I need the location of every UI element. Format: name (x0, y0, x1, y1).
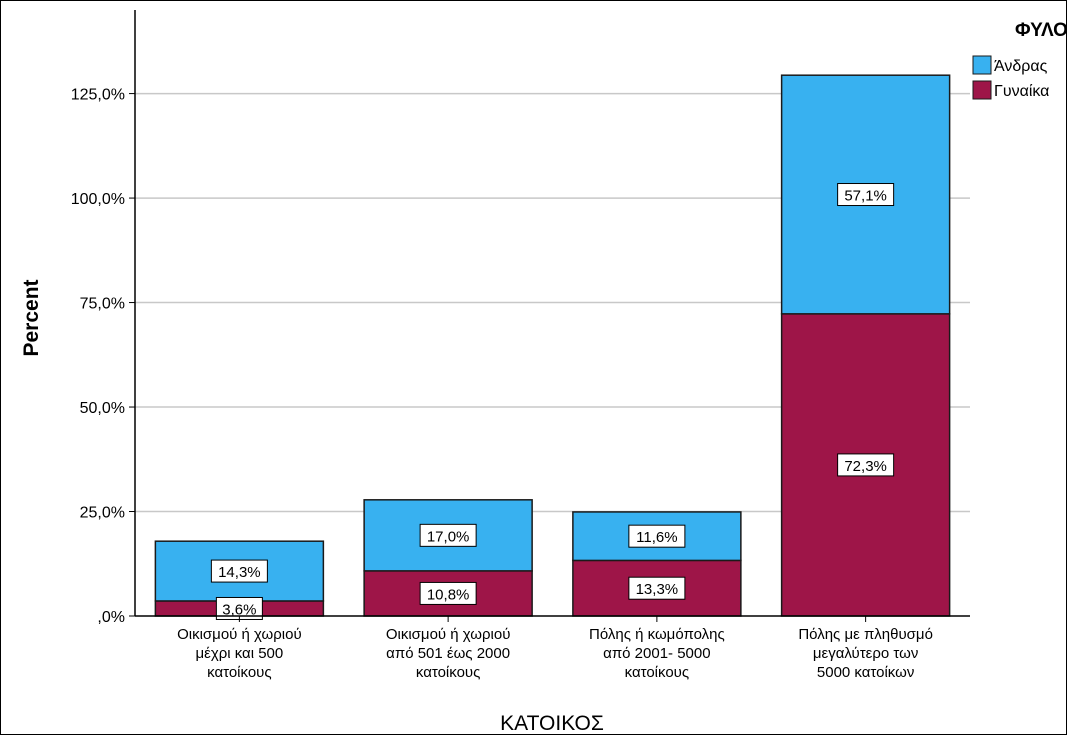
y-axis-ticks: ,0% 25,0% 50,0% 75,0% 100,0% 125,0% (71, 87, 135, 626)
data-label-box (837, 453, 895, 477)
x-tick-label: κατοίκους (625, 664, 689, 681)
data-label: 13,3% (636, 581, 679, 598)
x-tick-label: Οικισμού ή χωριού (386, 626, 511, 643)
y-tick-label: 75,0% (80, 296, 125, 313)
data-label: 14,3% (218, 564, 261, 581)
x-tick-label: Οικισμού ή χωριού (177, 626, 302, 643)
legend: ΦΥΛΟ Άνδρας Γυναίκα (972, 20, 1067, 100)
legend-swatch (972, 55, 992, 75)
bar-segment (363, 570, 533, 617)
legend-label: Άνδρας (994, 58, 1048, 75)
data-label: 11,6% (636, 529, 677, 546)
data-label-box (628, 524, 686, 548)
data-label-box (628, 576, 686, 600)
data-label-box (210, 559, 268, 583)
x-tick-label: μέχρι και 500 (195, 645, 283, 662)
data-label: 72,3% (844, 458, 887, 475)
y-tick-label: 100,0% (71, 191, 125, 208)
data-label: 17,0% (427, 528, 470, 545)
data-label: 57,1% (844, 188, 887, 205)
x-axis-label: ΚΑΤΟΙΚΟΣ (500, 712, 604, 735)
data-label-box (419, 581, 477, 605)
y-tick-label: 125,0% (71, 87, 125, 104)
y-tick-label: 50,0% (80, 400, 125, 417)
data-label: 10,8% (427, 586, 470, 603)
data-label: 3,6% (222, 601, 256, 618)
legend-title: ΦΥΛΟ (1015, 20, 1067, 41)
x-tick-label: Πόλης ή κωμόπολης (589, 626, 725, 643)
x-axis-ticks: Οικισμού ή χωριού μέχρι και 500 κατοίκους Ο… (177, 616, 933, 681)
x-tick-label: κατοίκους (207, 664, 271, 681)
data-label-box (419, 523, 477, 547)
y-axis-label: Percent (20, 279, 43, 356)
x-tick-label: από 2001- 5000 (603, 645, 710, 662)
x-tick-label: από 501 έως 2000 (386, 645, 510, 662)
x-tick-label: κατοίκους (416, 664, 480, 681)
data-label-box (837, 183, 895, 207)
x-tick-label: 5000 κατοίκων (817, 664, 914, 681)
y-tick-label: ,0% (97, 609, 125, 626)
y-tick-label: 25,0% (80, 505, 125, 522)
legend-swatch (972, 80, 992, 100)
x-tick-label: Πόλης με πληθυσμό (798, 626, 933, 643)
axes (134, 10, 970, 617)
x-tick-label: μεγαλύτερο των (813, 645, 918, 662)
bars: 3,6% 14,3% 10,8% 17,0% 13,3% 11,6% 72,3% 57,1% (154, 74, 951, 620)
legend-label: Γυναίκα (994, 83, 1049, 100)
